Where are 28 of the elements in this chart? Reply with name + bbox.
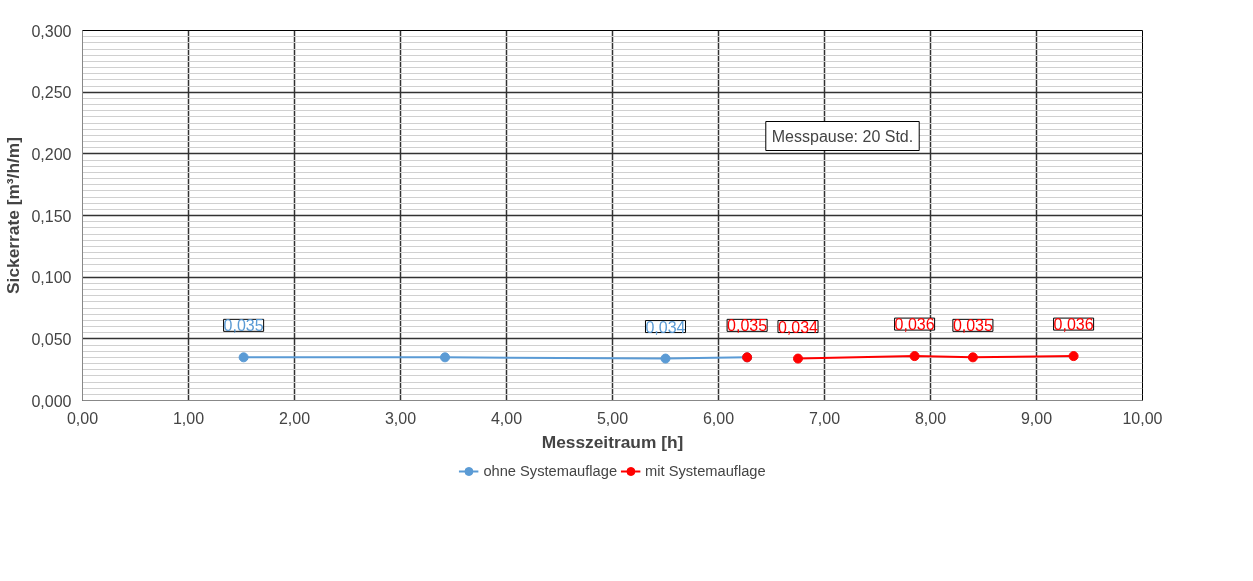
x-tick-label: 8,00: [914, 409, 947, 427]
y-tick-label: 0,000: [31, 392, 72, 410]
y-tick-label: 0,300: [31, 22, 72, 40]
x-tick-label: 7,00: [808, 409, 841, 427]
y-tick-label: 0,050: [31, 330, 72, 348]
y-tick-label: 0,100: [31, 269, 72, 287]
x-tick-label: 1,00: [172, 409, 205, 427]
x-tick-label: 10,00: [1122, 409, 1163, 427]
x-tick-label: 3,00: [384, 409, 417, 427]
x-tick-label: 9,00: [1020, 409, 1053, 427]
x-tick-label: 0,00: [66, 409, 99, 427]
x-tick-label: 5,00: [596, 409, 629, 427]
data-label: 0,036: [1053, 316, 1094, 334]
annotation: Messpause: 20 Std.: [771, 127, 914, 145]
y-tick-label: 0,200: [31, 145, 72, 163]
y-axis-title: Sickerrate [m³/h/m]: [3, 137, 24, 294]
x-tick-label: 2,00: [278, 409, 311, 427]
x-tick-label: 4,00: [490, 409, 523, 427]
legend-label: ohne Systemauflage: [483, 463, 618, 479]
data-label: 0,034: [777, 318, 819, 336]
data-label: 0,036: [894, 316, 935, 334]
x-axis-title: Messzeitraum [h]: [541, 431, 684, 452]
data-label: 0,034: [645, 318, 686, 336]
legend-label: mit Systemauflage: [645, 463, 766, 479]
y-tick-label: 0,250: [31, 84, 72, 102]
y-tick-label: 0,150: [31, 207, 72, 225]
data-label: 0,035: [223, 317, 264, 335]
x-tick-label: 6,00: [702, 409, 735, 427]
